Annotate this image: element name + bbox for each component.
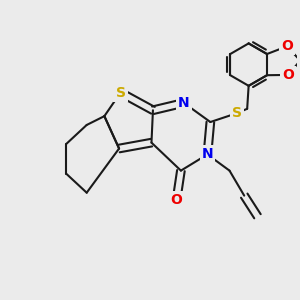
- Text: O: O: [283, 68, 294, 82]
- Text: S: S: [116, 85, 126, 100]
- Text: S: S: [232, 106, 242, 120]
- Text: O: O: [171, 193, 182, 207]
- Text: N: N: [178, 96, 190, 110]
- Text: N: N: [202, 147, 213, 161]
- Text: O: O: [281, 39, 293, 53]
